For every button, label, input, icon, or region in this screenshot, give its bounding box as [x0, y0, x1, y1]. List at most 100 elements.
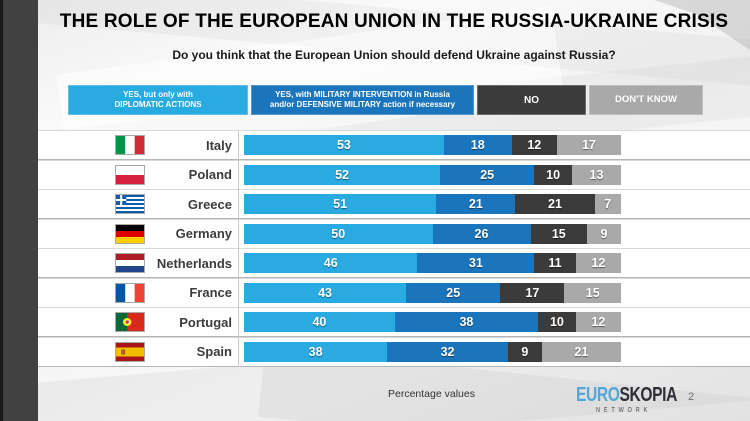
- bar-value: 15: [551, 226, 566, 241]
- bar-value: 40: [312, 315, 327, 329]
- bar-segment-no: 11: [534, 253, 576, 273]
- bar-row-france: France 43 25 17 15: [38, 278, 750, 307]
- bar-value: 12: [591, 256, 606, 270]
- bar-value: 12: [527, 138, 542, 152]
- bar-row-poland: Poland 52 25 10 13: [38, 160, 750, 189]
- bar-value: 11: [548, 256, 562, 270]
- bar-value: 13: [589, 167, 604, 182]
- bar-value: 26: [474, 226, 489, 241]
- bar-segment-military: 31: [417, 253, 535, 273]
- slide-subtitle: Do you think that the European Union sho…: [172, 48, 616, 62]
- stacked-bar: 46 31 11 12: [244, 253, 621, 273]
- bar-value: 12: [591, 315, 606, 329]
- bar-segment-diplomatic: 43: [244, 282, 407, 303]
- bar-value: 10: [549, 315, 564, 329]
- stacked-bar: 38 32 9 21: [244, 341, 621, 362]
- country-label: Netherlands: [156, 255, 232, 271]
- bar-segment-diplomatic: 46: [244, 253, 418, 273]
- bar-value: 25: [480, 167, 495, 182]
- bar-value: 9: [600, 226, 608, 241]
- bar-segment-dont-know: 12: [575, 312, 621, 332]
- bar-value: 46: [323, 256, 338, 270]
- bar-segment-military: 21: [436, 194, 516, 214]
- bar-value: 32: [440, 344, 455, 359]
- stacked-bar: 53 18 12 17: [244, 135, 621, 155]
- bar-segment-no: 17: [500, 282, 565, 303]
- stacked-bar: 40 38 10 12: [244, 312, 621, 332]
- bar-value: 21: [574, 344, 589, 359]
- legend-item-dont-know: DON'T KNOW: [589, 85, 703, 115]
- stacked-bar: 52 25 10 13: [244, 164, 621, 185]
- bar-row-portugal: Portugal 40 38 10 12: [38, 308, 750, 336]
- bar-row-netherlands: Netherlands 46 31 11 12: [38, 249, 750, 277]
- logo-euro-text: EURO: [576, 384, 620, 406]
- page-number: 2: [688, 391, 695, 403]
- legend: YES, but only with DIPLOMATIC ACTIONS YE…: [68, 85, 703, 115]
- left-accent-bar: [0, 0, 38, 421]
- bar-segment-military: 32: [387, 341, 508, 362]
- portugal-flag-icon: [115, 312, 145, 332]
- stacked-bar: 50 26 15 9: [244, 223, 621, 244]
- italy-flag-icon: [115, 135, 145, 155]
- bar-value: 21: [468, 197, 483, 211]
- slide-content: THE ROLE OF THE EUROPEAN UNION IN THE RU…: [38, 0, 750, 421]
- bar-segment-diplomatic: 53: [244, 135, 444, 155]
- legend-item-yes-military: YES, with MILITARY INTERVENTION in Russi…: [251, 85, 474, 115]
- bar-row-italy: Italy 53 18 12 17: [38, 131, 750, 159]
- bar-value: 9: [521, 344, 529, 359]
- bar-value: 51: [333, 197, 348, 211]
- bar-segment-diplomatic: 40: [244, 312, 395, 332]
- bar-segment-diplomatic: 38: [244, 341, 388, 362]
- bar-value: 50: [331, 226, 346, 241]
- bar-segment-dont-know: 7: [594, 194, 621, 214]
- bar-value: 52: [335, 167, 349, 182]
- spain-flag-icon: [115, 341, 145, 362]
- bar-value: 10: [546, 167, 561, 182]
- bar-value: 53: [336, 138, 351, 152]
- bar-value: 38: [308, 344, 323, 359]
- france-flag-icon: [115, 282, 145, 303]
- axis-line: [238, 131, 239, 367]
- bar-row-spain: Spain 38 32 9 21: [38, 337, 750, 366]
- logo-wordmark: EUROSKOPIA: [576, 384, 677, 406]
- stacked-bar: 51 21 21 7: [244, 194, 621, 214]
- bar-value: 43: [318, 285, 332, 300]
- bar-segment-diplomatic: 52: [244, 164, 441, 185]
- bar-segment-no: 9: [507, 341, 542, 362]
- slide-title: THE ROLE OF THE EUROPEAN UNION IN THE RU…: [59, 11, 729, 32]
- bar-segment-no: 12: [511, 135, 557, 155]
- bar-value: 7: [604, 197, 612, 211]
- country-label: France: [189, 285, 232, 300]
- bar-segment-no: 10: [538, 312, 576, 332]
- bar-value: 31: [468, 256, 483, 270]
- bar-segment-no: 15: [530, 223, 588, 244]
- stacked-bar-chart: Italy 53 18 12 17 Poland 52 25 10 13: [38, 131, 750, 367]
- bar-value: 21: [548, 197, 562, 211]
- bar-segment-military: 25: [440, 164, 535, 185]
- bar-segment-dont-know: 9: [587, 223, 621, 244]
- country-label: Italy: [205, 137, 232, 153]
- euroskopia-logo: EUROSKOPIA NETWORK: [576, 384, 677, 414]
- country-label: Greece: [187, 196, 232, 212]
- bar-segment-dont-know: 12: [575, 253, 621, 273]
- stacked-bar: 43 25 17 15: [244, 282, 621, 303]
- netherlands-flag-icon: [115, 253, 145, 273]
- bar-value: 17: [581, 138, 596, 152]
- footer-note: Percentage values: [388, 388, 475, 400]
- bar-segment-diplomatic: 50: [244, 223, 433, 244]
- bar-segment-dont-know: 17: [556, 135, 621, 155]
- bar-value: 38: [459, 315, 474, 329]
- country-label: Portugal: [179, 314, 232, 330]
- legend-item-no: NO: [477, 85, 586, 115]
- bar-value: 17: [525, 285, 540, 300]
- bar-segment-military: 18: [443, 135, 512, 155]
- bar-segment-dont-know: 13: [571, 164, 621, 185]
- bar-row-germany: Germany 50 26 15 9: [38, 219, 750, 248]
- bar-segment-no: 21: [515, 194, 595, 214]
- germany-flag-icon: [115, 223, 145, 244]
- country-label: Poland: [188, 167, 232, 182]
- bar-segment-diplomatic: 51: [244, 194, 437, 214]
- bar-segment-dont-know: 21: [541, 341, 621, 362]
- bar-value: 18: [470, 138, 485, 152]
- greece-flag-icon: [115, 194, 145, 214]
